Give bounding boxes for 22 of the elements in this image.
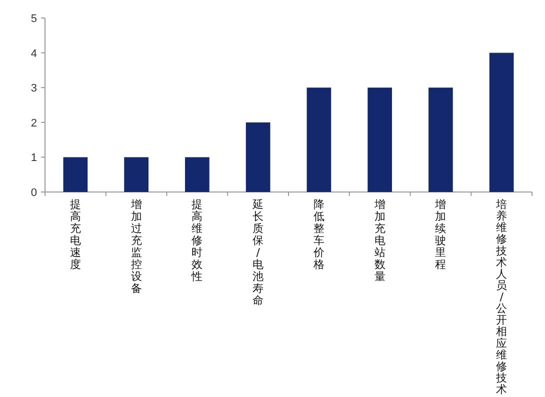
bar [306, 88, 332, 192]
x-tick-label: 提高充电速度 [70, 198, 81, 271]
category-label: 延长质保/电池寿命 [252, 198, 264, 307]
bar [63, 157, 88, 192]
bar [428, 88, 453, 192]
bar [489, 52, 514, 192]
x-tick-label: 提高维修时效性 [190, 198, 203, 283]
bar [246, 122, 270, 192]
y-tick-label: 5 [30, 13, 37, 25]
y-tick-label: 4 [30, 48, 37, 60]
category-label: 培养维修技术人员/公开相应维修技术 [496, 198, 508, 396]
y-tick-label: 2 [30, 117, 37, 130]
x-tick-label: 降低整车价格 [312, 198, 324, 271]
bar [368, 88, 392, 192]
y-tick-label: 1 [30, 152, 37, 164]
y-tick-label: 0 [30, 187, 37, 199]
x-tick-label: 增加续驶里程 [434, 198, 446, 271]
y-tick-label: 3 [30, 82, 37, 95]
x-tick-label: 增加过充监控设备 [130, 198, 142, 295]
bar [124, 157, 148, 192]
bar [185, 157, 210, 192]
x-tick-label: 增加充电站数量 [373, 198, 386, 283]
